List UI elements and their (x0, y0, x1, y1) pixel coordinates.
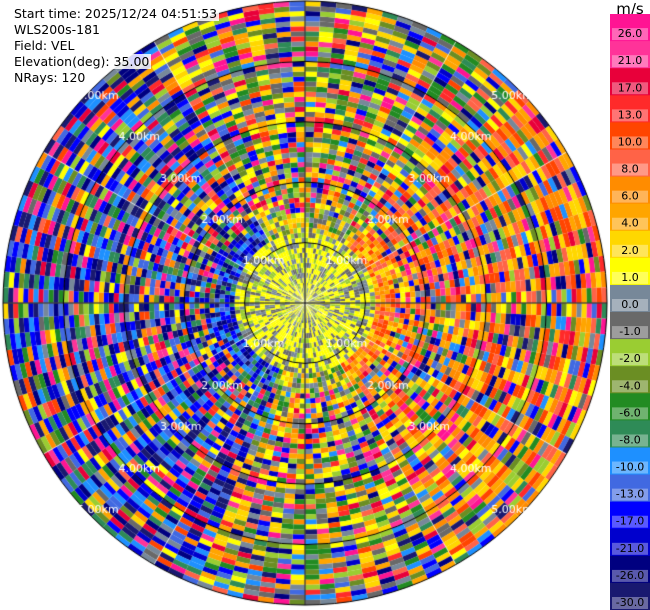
elevation-label: Elevation(deg): 35.00 (12, 54, 152, 69)
colorbar-tick-bg (612, 299, 648, 311)
colorbar-swatch (610, 501, 650, 530)
colorbar-tick-bg (612, 109, 648, 122)
colorbar-tick-label: -30.0 (616, 596, 644, 609)
instrument-label: WLS200s-181 (12, 22, 102, 37)
colorbar-tick-label: 1.0 (621, 271, 639, 284)
colorbar-swatch (610, 41, 650, 69)
colorbar-tick-bg (612, 515, 648, 528)
colorbar-tick-bg (612, 271, 648, 284)
colorbar-tick-bg (612, 55, 648, 68)
colorbar-unit-label: m/s (612, 0, 648, 18)
colorbar-swatch (610, 122, 650, 150)
colorbar-tick-label: -17.0 (616, 515, 644, 528)
colorbar-tick-bg (612, 163, 648, 176)
colorbar-swatch (610, 447, 650, 476)
colorbar-tick-label: -8.0 (619, 433, 640, 446)
colorbar-tick-bg (612, 542, 648, 555)
colorbar-tick-label: -13.0 (616, 488, 644, 501)
colorbar-tick-label: 26.0 (618, 27, 643, 40)
colorbar-tick-bg (612, 28, 648, 41)
colorbar-tick-label: -2.0 (619, 352, 640, 365)
colorbar-tick-label: 6.0 (621, 190, 639, 203)
colorbar-tick-label: -6.0 (619, 406, 640, 419)
colorbar-tick-label: 4.0 (621, 217, 639, 230)
field-label: Field: VEL (12, 38, 77, 53)
colorbar-swatch (610, 474, 650, 503)
colorbar-tick-label: 10.0 (618, 135, 643, 148)
colorbar-tick-label: -26.0 (616, 569, 644, 582)
colorbar-swatch (610, 257, 650, 286)
colorbar-tick-label: 21.0 (618, 54, 643, 67)
colorbar-tick-label: 8.0 (621, 163, 639, 176)
colorbar-swatch (610, 528, 650, 557)
colorbar-tick-bg (612, 190, 648, 203)
colorbar-tick-bg (612, 136, 648, 149)
colorbar-swatch (610, 95, 650, 123)
ppi-velocity-plot (0, 0, 610, 610)
colorbar-tick-label: -21.0 (616, 542, 644, 555)
colorbar-tick-label: 17.0 (618, 81, 643, 94)
colorbar-tick-bg (612, 569, 648, 582)
colorbar-tick-label: -10.0 (616, 461, 644, 474)
colorbar-swatch (610, 582, 650, 610)
colorbar-tick-bg (612, 82, 648, 95)
colorbar-swatch (610, 203, 650, 232)
start-time-label: Start time: 2025/12/24 04:51:53 (12, 6, 220, 21)
colorbar-tick-bg (612, 407, 648, 420)
colorbar-swatch (610, 68, 650, 96)
colorbar-tick-bg (612, 488, 648, 501)
colorbar-tick-label: 2.0 (621, 244, 639, 257)
colorbar-tick-bg (612, 217, 648, 230)
colorbar-swatch (610, 14, 650, 42)
colorbar-swatch (610, 339, 650, 367)
colorbar-swatch (610, 176, 650, 205)
colorbar-tick-bg (612, 353, 648, 366)
colorbar-swatch (610, 149, 650, 178)
colorbar-swatch (610, 555, 650, 584)
colorbar-tick-bg (612, 244, 648, 257)
colorbar-swatch (610, 366, 650, 394)
nrays-label: NRays: 120 (12, 70, 88, 85)
colorbar-tick-label: 13.0 (618, 108, 643, 121)
colorbar-swatch (610, 312, 650, 340)
colorbar-swatch (610, 284, 650, 313)
colorbar-tick-bg (612, 597, 648, 609)
colorbar-tick-label: -4.0 (619, 379, 640, 392)
colorbar-tick-bg (612, 434, 648, 447)
colorbar-tick-bg (612, 461, 648, 474)
colorbar-swatch (610, 230, 650, 259)
colorbar: 26.0 21.0 17.0 13.0 10.0 8.0 6.0 4.0 2.0 1.0 0.0 -1… (610, 14, 650, 610)
colorbar-tick-bg (612, 380, 648, 393)
colorbar-tick-bg (612, 326, 648, 339)
colorbar-swatch (610, 420, 650, 448)
colorbar-swatch (610, 393, 650, 421)
colorbar-tick-label: -1.0 (619, 325, 640, 338)
colorbar-tick-label: 0.0 (621, 298, 639, 311)
